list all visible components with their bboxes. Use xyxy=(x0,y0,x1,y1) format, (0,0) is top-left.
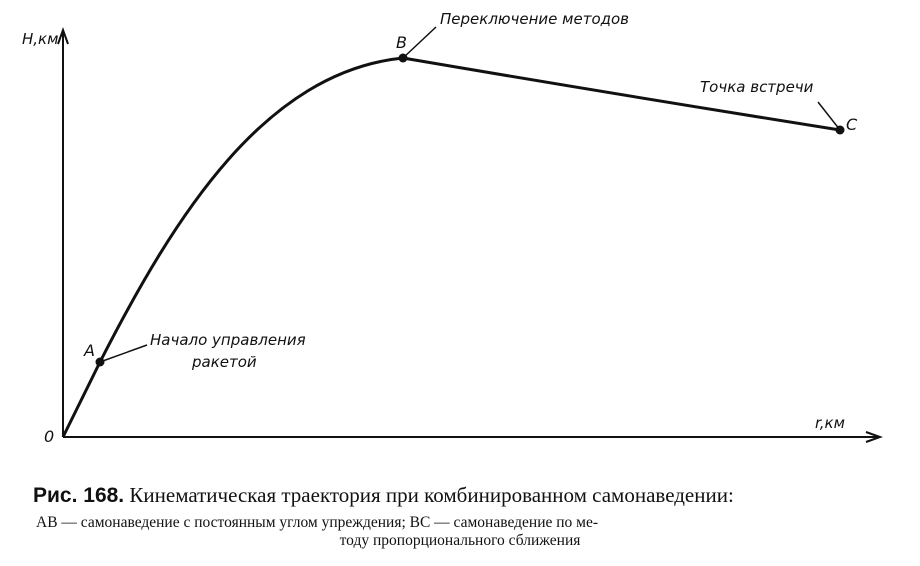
leader-a xyxy=(99,344,148,363)
annotation: Начало управления xyxy=(150,331,306,349)
point-label: A xyxy=(83,341,95,360)
point-c xyxy=(835,125,845,135)
annotation: ракетой xyxy=(191,353,257,371)
caption-number: Рис. 168. xyxy=(33,484,124,507)
annotation: Переключение методов xyxy=(440,10,629,28)
leader-c xyxy=(817,101,841,131)
annotation: Точка встречи xyxy=(700,78,814,96)
point-b xyxy=(398,53,408,63)
point-a xyxy=(95,357,105,367)
caption-line: Рис. 168. Кинематическая траектория при … xyxy=(33,483,734,507)
caption-line: АВ — самонаведение с постоянным углом уп… xyxy=(36,514,598,531)
caption-title: Кинематическая траектория при комбиниров… xyxy=(129,483,733,507)
y-arrow xyxy=(57,27,69,45)
trajectory xyxy=(61,56,841,438)
caption-line: тоду пропорционального сближения xyxy=(340,532,581,549)
y-axis-label: Н,км xyxy=(22,30,58,48)
x-axis-label: r,км xyxy=(815,414,845,432)
x-arrow xyxy=(865,431,883,443)
origin-label: 0 xyxy=(44,427,54,446)
leader-b xyxy=(402,26,437,59)
point-label: B xyxy=(396,33,407,52)
point-label: C xyxy=(846,115,858,134)
axes xyxy=(57,27,883,443)
